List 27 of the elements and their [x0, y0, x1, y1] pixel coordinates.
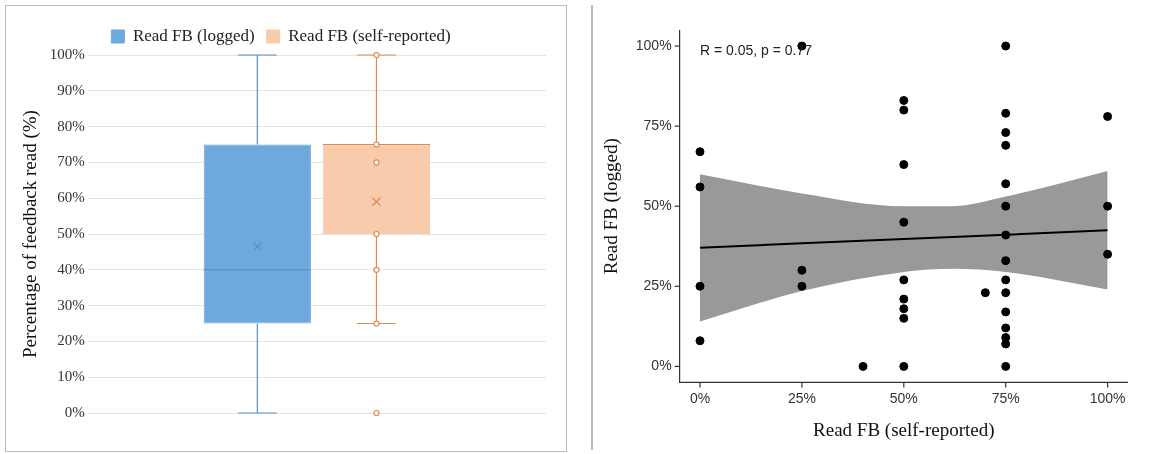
y-tick-label: 70%: [57, 153, 85, 170]
y-tick-label: 40%: [57, 260, 85, 277]
x-tick-label: 50%: [889, 389, 918, 406]
y-tick-label: 50%: [57, 224, 85, 241]
x-axis-title: Read FB (self-reported): [813, 418, 995, 441]
annotation: R = 0.05, p = 0.77: [699, 41, 813, 58]
legend-label: Read FB (logged): [132, 25, 255, 45]
y-axis-title: Percentage of feedback read (%): [19, 110, 42, 358]
x-tick-label: 100%: [1089, 389, 1126, 406]
y-tick-label: 25%: [643, 277, 672, 294]
y-tick-label: 30%: [57, 296, 85, 313]
legend-label: Read FB (self-reported): [288, 25, 451, 45]
y-tick-label: 0%: [651, 357, 672, 374]
y-axis-title: Read FB (logged): [600, 138, 623, 275]
y-tick-label: 50%: [643, 197, 672, 214]
y-tick-label: 10%: [57, 368, 85, 385]
y-tick-label: 90%: [57, 81, 85, 98]
x-tick-label: 0%: [689, 389, 711, 406]
y-tick-label: 100%: [635, 36, 672, 53]
y-tick-label: 0%: [64, 403, 85, 420]
y-tick-label: 20%: [57, 332, 85, 349]
y-tick-label: 60%: [57, 189, 85, 206]
y-tick-label: 80%: [57, 117, 85, 134]
y-tick-label: 100%: [49, 45, 85, 62]
y-tick-label: 75%: [643, 116, 672, 133]
x-tick-label: 75%: [991, 389, 1020, 406]
x-tick-label: 25%: [787, 389, 816, 406]
